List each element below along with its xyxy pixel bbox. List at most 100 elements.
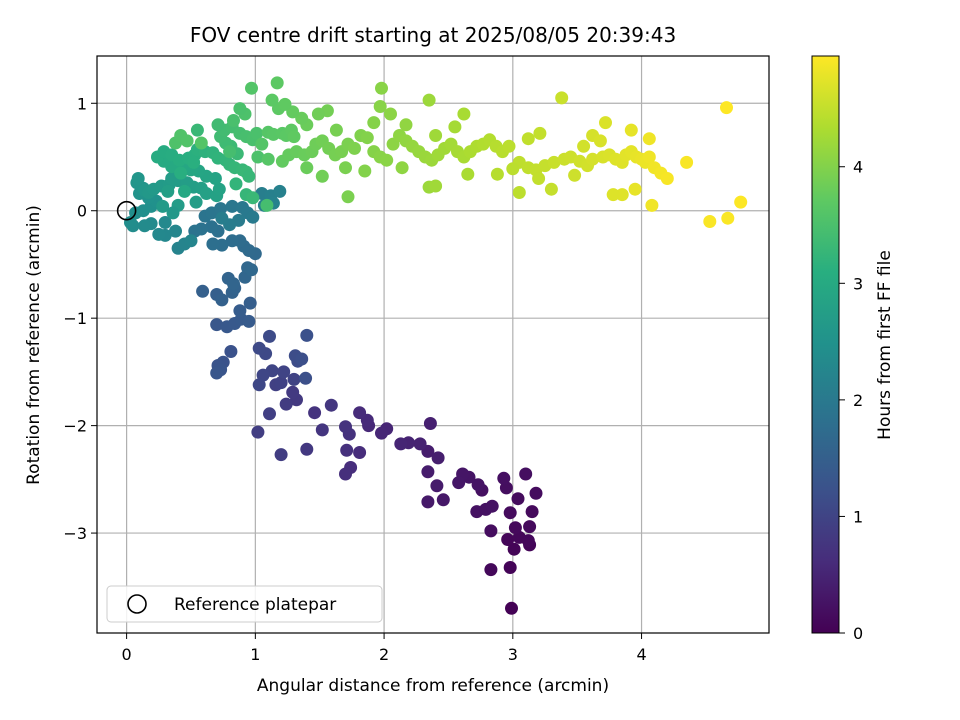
scatter-point bbox=[255, 137, 269, 151]
scatter-point bbox=[324, 398, 338, 412]
colorbar: 0 1 2 3 4 Hours from first FF file bbox=[811, 55, 895, 643]
colorbar-tick-label: 4 bbox=[853, 158, 863, 177]
scatter-point bbox=[166, 206, 180, 220]
scatter-point bbox=[161, 184, 175, 198]
scatter-point bbox=[263, 329, 276, 343]
scatter-point bbox=[252, 341, 266, 355]
data-points bbox=[124, 76, 748, 615]
y-tick-label: 1 bbox=[77, 94, 87, 113]
legend-label: Reference platepar bbox=[174, 595, 336, 615]
scatter-point bbox=[448, 120, 462, 134]
scatter-point bbox=[287, 372, 301, 386]
scatter-point bbox=[214, 202, 228, 216]
scatter-point bbox=[568, 168, 582, 182]
scatter-point bbox=[624, 123, 638, 137]
scatter-point bbox=[341, 190, 355, 204]
scatter-point bbox=[187, 155, 201, 169]
legend-marker-icon bbox=[127, 594, 147, 614]
scatter-point bbox=[245, 81, 258, 95]
scatter-point bbox=[229, 177, 243, 191]
scatter-point bbox=[642, 132, 656, 146]
scatter-point bbox=[586, 152, 600, 166]
scatter-point bbox=[471, 478, 485, 492]
colorbar-gradient bbox=[811, 55, 840, 634]
scatter-point bbox=[263, 407, 276, 421]
y-axis-ticks: −3 −2 −1 0 1 bbox=[63, 94, 97, 543]
scatter-point bbox=[485, 499, 499, 513]
scatter-point bbox=[353, 406, 367, 420]
scatter-point bbox=[286, 385, 300, 399]
scatter-point bbox=[533, 126, 547, 140]
scatter-point bbox=[210, 318, 224, 332]
scatter-point bbox=[348, 141, 361, 155]
scatter-point bbox=[189, 195, 203, 209]
scatter-point bbox=[178, 184, 191, 198]
x-axis-label: Angular distance from reference (arcmin) bbox=[257, 676, 609, 696]
scatter-point bbox=[339, 161, 352, 175]
colorbar-ticks: 0 1 2 3 4 bbox=[839, 158, 863, 643]
scatter-point bbox=[205, 220, 219, 234]
scatter-point bbox=[544, 182, 558, 196]
scatter-point bbox=[225, 234, 239, 248]
scatter-point bbox=[131, 172, 145, 185]
scatter-point bbox=[227, 114, 240, 127]
scatter-point bbox=[243, 296, 257, 310]
scatter-point bbox=[431, 451, 445, 465]
scatter-point bbox=[413, 437, 427, 451]
y-axis-label: Rotation from reference (arcmin) bbox=[24, 205, 44, 485]
scatter-point bbox=[224, 345, 238, 358]
scatter-point bbox=[703, 215, 717, 228]
scatter-point bbox=[367, 116, 381, 130]
scatter-point bbox=[505, 601, 518, 615]
scatter-point bbox=[490, 167, 504, 181]
scatter-point bbox=[503, 561, 517, 574]
scatter-point bbox=[422, 93, 436, 107]
x-tick-label: 2 bbox=[379, 645, 389, 664]
scatter-point bbox=[512, 186, 526, 199]
scatter-point bbox=[215, 293, 229, 307]
scatter-point bbox=[329, 123, 343, 137]
scatter-point bbox=[300, 328, 314, 342]
scatter-point bbox=[436, 493, 450, 507]
scatter-point bbox=[358, 164, 372, 178]
scatter-point bbox=[375, 426, 388, 440]
scatter-point bbox=[457, 107, 471, 121]
scatter-point bbox=[628, 182, 642, 196]
scatter-point bbox=[311, 107, 325, 121]
scatter-point bbox=[270, 76, 284, 90]
scatter-point bbox=[252, 378, 266, 392]
scatter-point bbox=[260, 198, 274, 212]
scatter-point bbox=[274, 448, 288, 462]
scatter-point bbox=[242, 314, 256, 328]
scatter-point bbox=[210, 366, 224, 380]
scatter-point bbox=[399, 118, 413, 132]
colorbar-tick-label: 2 bbox=[853, 391, 863, 410]
scatter-point bbox=[593, 134, 607, 148]
scatter-point bbox=[250, 126, 264, 140]
scatter-point bbox=[184, 234, 198, 248]
x-axis-ticks: 0 1 2 3 4 bbox=[122, 633, 647, 664]
scatter-point bbox=[212, 182, 226, 196]
scatter-point bbox=[315, 169, 329, 183]
scatter-point bbox=[532, 172, 546, 185]
scatter-point bbox=[384, 107, 397, 121]
scatter-point bbox=[274, 376, 288, 390]
scatter-point bbox=[353, 446, 367, 459]
scatter-point bbox=[606, 188, 620, 202]
scatter-point bbox=[211, 118, 225, 132]
scatter-point bbox=[599, 116, 612, 130]
scatter-point bbox=[215, 211, 229, 225]
scatter-point bbox=[169, 224, 182, 238]
scatter-point bbox=[174, 166, 188, 180]
scatter-point bbox=[529, 486, 543, 500]
scatter-point bbox=[233, 102, 247, 116]
scatter-point bbox=[246, 191, 260, 205]
scatter-point bbox=[360, 131, 374, 145]
scatter-point bbox=[242, 169, 256, 183]
scatter-point bbox=[278, 97, 292, 111]
scatter-point bbox=[523, 520, 537, 534]
scatter-point bbox=[233, 304, 247, 318]
scatter-point bbox=[642, 150, 656, 164]
scatter-point bbox=[429, 179, 443, 193]
